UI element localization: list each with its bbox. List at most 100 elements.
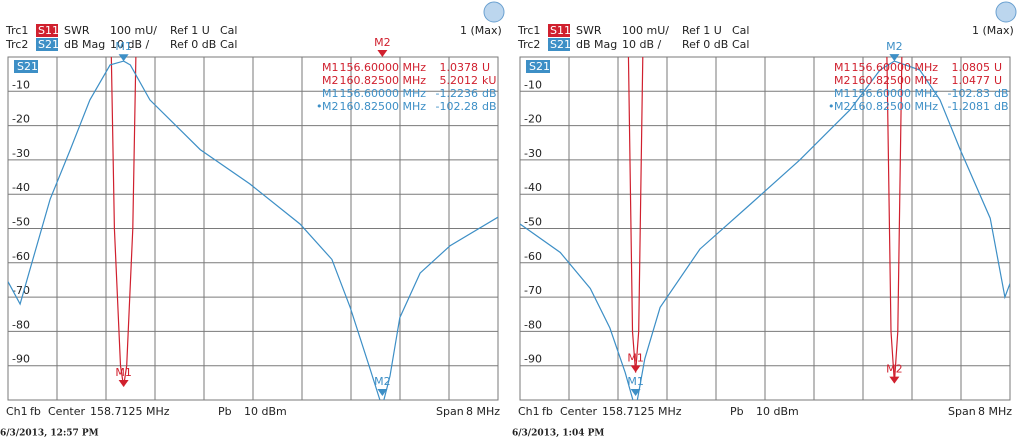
footer-text: 8 MHz	[466, 405, 500, 418]
footer-text: 158.7125 MHz	[602, 405, 682, 418]
y-tick-label: -40	[524, 181, 542, 194]
header-text: Ref 0 dB	[682, 38, 728, 51]
y-tick-label: -40	[12, 181, 30, 194]
marker-unit: U	[994, 61, 1002, 74]
y-tick-label: -30	[12, 147, 30, 160]
marker-value: -1.2081	[948, 100, 990, 113]
header-text: dB Mag	[64, 38, 105, 51]
trace	[8, 60, 498, 400]
marker-unit: dB	[994, 100, 1009, 113]
marker-flag-label: M2	[886, 40, 903, 53]
trace-label-box	[548, 24, 570, 37]
header-text: 100 mU/	[110, 24, 157, 37]
panel: Trc1 SWR 100 mU/Ref 1 U Cal Trc2 dB Mag 10 dB …	[512, 1, 1017, 439]
footer-text: Pb	[218, 405, 232, 418]
plot-trace-box	[526, 60, 550, 73]
y-tick-label: -20	[12, 113, 30, 126]
trace	[520, 60, 1010, 400]
marker-unit: dB	[482, 100, 497, 113]
y-tick-label: -50	[524, 216, 542, 229]
header-text: Cal	[220, 24, 237, 37]
marker-name: M2	[322, 74, 339, 87]
marker-value: -102.83	[948, 87, 990, 100]
marker-name: M2	[322, 100, 339, 113]
footer-text: Span	[436, 405, 464, 418]
trace	[627, 57, 903, 383]
marker-freq: 160.82500 MHz	[339, 74, 426, 87]
marker-unit: dB	[994, 87, 1009, 100]
trace-label-box	[36, 38, 58, 51]
marker-flag-label: M2	[374, 375, 391, 388]
footer-text: fb	[30, 405, 41, 418]
footer-text: 8 MHz	[978, 405, 1012, 418]
header-text: SWR	[64, 24, 90, 37]
marker-flag	[630, 389, 641, 396]
header-text: Cal	[732, 38, 749, 51]
trace-label: S11	[38, 24, 59, 37]
marker-unit: U	[482, 61, 490, 74]
header-text: 100 mU/	[622, 24, 669, 37]
header-text: Trc2	[5, 38, 28, 51]
marker-name: M1	[834, 61, 851, 74]
marker-value: 1.0477	[952, 74, 991, 87]
marker-freq: 156.60000 MHz	[851, 87, 938, 100]
marker-flag	[889, 54, 900, 62]
marker-bullet: •	[316, 100, 323, 113]
footer-text: Ch1	[518, 405, 540, 418]
y-tick-label: -30	[524, 147, 542, 160]
header-text: Trc2	[517, 38, 540, 51]
header-text: Cal	[220, 38, 237, 51]
header-text: dB Mag	[576, 38, 617, 51]
header-text: Cal	[732, 24, 749, 37]
y-tick-label: -20	[524, 113, 542, 126]
marker-freq: 156.60000 MHz	[851, 61, 938, 74]
marker-name: M1	[322, 87, 339, 100]
footer-text: Ch1	[6, 405, 28, 418]
marker-value: 1.0805	[952, 61, 991, 74]
marker-value: -1.2236	[436, 87, 478, 100]
y-tick-label: -90	[12, 353, 30, 366]
trace-label-box	[36, 24, 58, 37]
max-label: 1 (Max)	[972, 24, 1014, 37]
logo	[995, 1, 1017, 23]
y-tick-label: -10	[524, 78, 542, 91]
trace-label: S11	[550, 24, 571, 37]
timestamp: 6/3/2013, 1:04 PM	[512, 429, 604, 439]
y-tick-label: -60	[524, 250, 542, 263]
plot-trace-label: S21	[17, 60, 38, 73]
marker-flag	[118, 54, 129, 62]
y-tick-label: -90	[524, 353, 542, 366]
marker-freq: 156.60000 MHz	[339, 61, 426, 74]
timestamp: 6/3/2013, 12:57 PM	[0, 429, 99, 439]
marker-unit: dB	[482, 87, 497, 100]
y-tick-label: -70	[524, 284, 542, 297]
marker-flag	[889, 376, 900, 384]
marker-flag-label: M1	[627, 351, 644, 364]
marker-name: M1	[322, 61, 339, 74]
marker-flag	[630, 365, 641, 373]
header-text: Ref 1 U	[682, 24, 722, 37]
header-text: Trc1	[517, 24, 540, 37]
marker-value: 1.0378	[440, 61, 479, 74]
footer-text: 10 dBm	[756, 405, 799, 418]
y-tick-label: -80	[524, 318, 542, 331]
header-text: Trc1	[5, 24, 28, 37]
footer-text: Pb	[730, 405, 744, 418]
marker-flag-label: M2	[374, 36, 391, 49]
y-tick-label: -10	[12, 78, 30, 91]
marker-flag-label: M1	[115, 366, 132, 379]
footer-text: 10 dBm	[244, 405, 287, 418]
marker-flag	[377, 389, 388, 396]
max-label: 1 (Max)	[460, 24, 502, 37]
panel: Trc1 SWR 100 mU/Ref 1 U Cal Trc2 dB Mag 10 dB …	[0, 1, 505, 439]
marker-name: M2	[834, 74, 851, 87]
marker-bullet: •	[828, 100, 835, 113]
header-text: Ref 1 U	[170, 24, 210, 37]
footer-text: Center	[560, 405, 598, 418]
header-text: 10 dB /	[622, 38, 662, 51]
marker-flag-label: M2	[886, 363, 903, 376]
marker-unit: U	[994, 74, 1002, 87]
logo	[483, 1, 505, 23]
marker-freq: 160.82500 MHz	[339, 100, 426, 113]
